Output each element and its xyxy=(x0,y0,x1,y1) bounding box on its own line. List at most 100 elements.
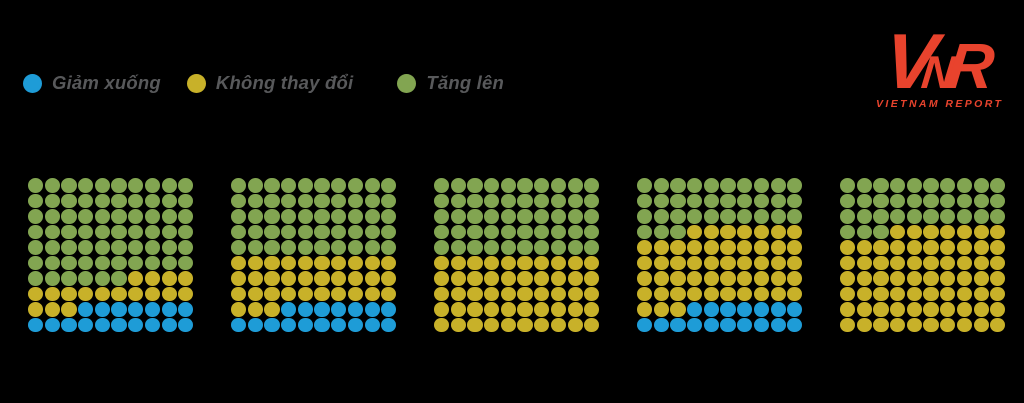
waffle-dot xyxy=(637,240,653,255)
waffle-dot xyxy=(264,178,280,193)
waffle-dot xyxy=(484,240,500,255)
waffle-dot xyxy=(450,271,466,286)
waffle-dot xyxy=(737,240,753,255)
waffle-dot xyxy=(637,178,653,193)
waffle-dot xyxy=(637,209,653,224)
waffle-dot xyxy=(78,224,94,240)
waffle-dot xyxy=(584,224,600,240)
waffle-dot xyxy=(500,271,516,286)
waffle-dot xyxy=(364,209,380,224)
waffle-dot xyxy=(873,240,889,255)
waffle-dot xyxy=(281,193,297,209)
waffle-dot xyxy=(44,286,60,302)
waffle-dot xyxy=(687,286,703,302)
waffle-dot xyxy=(178,255,194,271)
waffle-dot xyxy=(331,286,347,302)
waffle-dot xyxy=(247,317,263,333)
waffle-dot xyxy=(44,255,60,271)
waffle-dot xyxy=(940,317,956,333)
waffle-dot xyxy=(534,317,550,333)
waffle-dot xyxy=(144,224,160,240)
waffle-dot xyxy=(484,271,500,286)
waffle-dot xyxy=(128,193,144,209)
waffle-dot xyxy=(281,317,297,333)
waffle-dot xyxy=(381,302,397,317)
waffle-dot xyxy=(770,240,786,255)
waffle-dot xyxy=(873,271,889,286)
waffle-dot xyxy=(314,271,330,286)
waffle-dot xyxy=(467,193,483,209)
waffle-dot xyxy=(281,209,297,224)
waffle-dot xyxy=(111,255,127,271)
waffle-dot xyxy=(517,317,533,333)
waffle-dot xyxy=(550,193,566,209)
waffle-dot xyxy=(856,209,872,224)
waffle-dot xyxy=(787,255,803,271)
waffle-dot xyxy=(144,302,160,317)
waffle-dot xyxy=(906,209,922,224)
waffle-dot xyxy=(144,255,160,271)
waffle-dot xyxy=(44,302,60,317)
waffle-dot xyxy=(770,193,786,209)
waffle-dot xyxy=(381,317,397,333)
waffle-dot xyxy=(434,302,450,317)
waffle-dot xyxy=(347,286,363,302)
waffle-dot xyxy=(890,255,906,271)
waffle-dot xyxy=(128,255,144,271)
waffle-dot xyxy=(331,271,347,286)
waffle-dot xyxy=(347,209,363,224)
waffle-dot xyxy=(450,317,466,333)
waffle-dot xyxy=(178,271,194,286)
vnr-logo-letters: V N R xyxy=(872,17,1008,105)
waffle-dot xyxy=(61,271,77,286)
waffle-dot xyxy=(534,209,550,224)
waffle-dot xyxy=(161,286,177,302)
chart-legend: Giảm xuống Không thay đổi Tăng lên xyxy=(23,72,504,94)
waffle-dot xyxy=(347,271,363,286)
waffle-dot xyxy=(28,209,44,224)
waffle-dot xyxy=(231,286,247,302)
waffle-dot xyxy=(78,286,94,302)
waffle-dot xyxy=(28,178,44,193)
waffle-dot xyxy=(990,240,1006,255)
waffle-dot xyxy=(550,240,566,255)
waffle-dot xyxy=(637,317,653,333)
waffle-dot xyxy=(737,178,753,193)
waffle-dot xyxy=(534,302,550,317)
waffle-dot xyxy=(347,193,363,209)
waffle-dot xyxy=(584,193,600,209)
waffle-dot xyxy=(990,271,1006,286)
waffle-dot xyxy=(567,193,583,209)
waffle-dot xyxy=(720,178,736,193)
waffle-dot xyxy=(500,193,516,209)
waffle-dot xyxy=(703,193,719,209)
waffle-dot xyxy=(687,317,703,333)
waffle-dot xyxy=(94,286,110,302)
waffle-dot xyxy=(567,317,583,333)
waffle-dot xyxy=(484,178,500,193)
waffle-dot xyxy=(500,302,516,317)
waffle-dot xyxy=(264,224,280,240)
waffle-dot xyxy=(753,240,769,255)
waffle-dot xyxy=(297,178,313,193)
waffle-dot xyxy=(873,286,889,302)
waffle-dot xyxy=(637,286,653,302)
waffle-dot xyxy=(840,224,856,240)
waffle-dot xyxy=(653,271,669,286)
waffle-dot xyxy=(687,271,703,286)
waffle-dot xyxy=(840,255,856,271)
waffle-dot xyxy=(923,193,939,209)
waffle-dot xyxy=(973,317,989,333)
waffle-dot xyxy=(264,240,280,255)
waffle-dot xyxy=(314,209,330,224)
waffle-dot xyxy=(906,193,922,209)
waffle-dot xyxy=(973,178,989,193)
waffle-dot xyxy=(500,317,516,333)
waffle-dot xyxy=(687,209,703,224)
waffle-chart-4 xyxy=(637,178,804,333)
waffle-dot xyxy=(856,302,872,317)
waffle-dot xyxy=(484,209,500,224)
waffle-dot xyxy=(584,240,600,255)
waffle-dot xyxy=(247,178,263,193)
waffle-dot xyxy=(517,255,533,271)
